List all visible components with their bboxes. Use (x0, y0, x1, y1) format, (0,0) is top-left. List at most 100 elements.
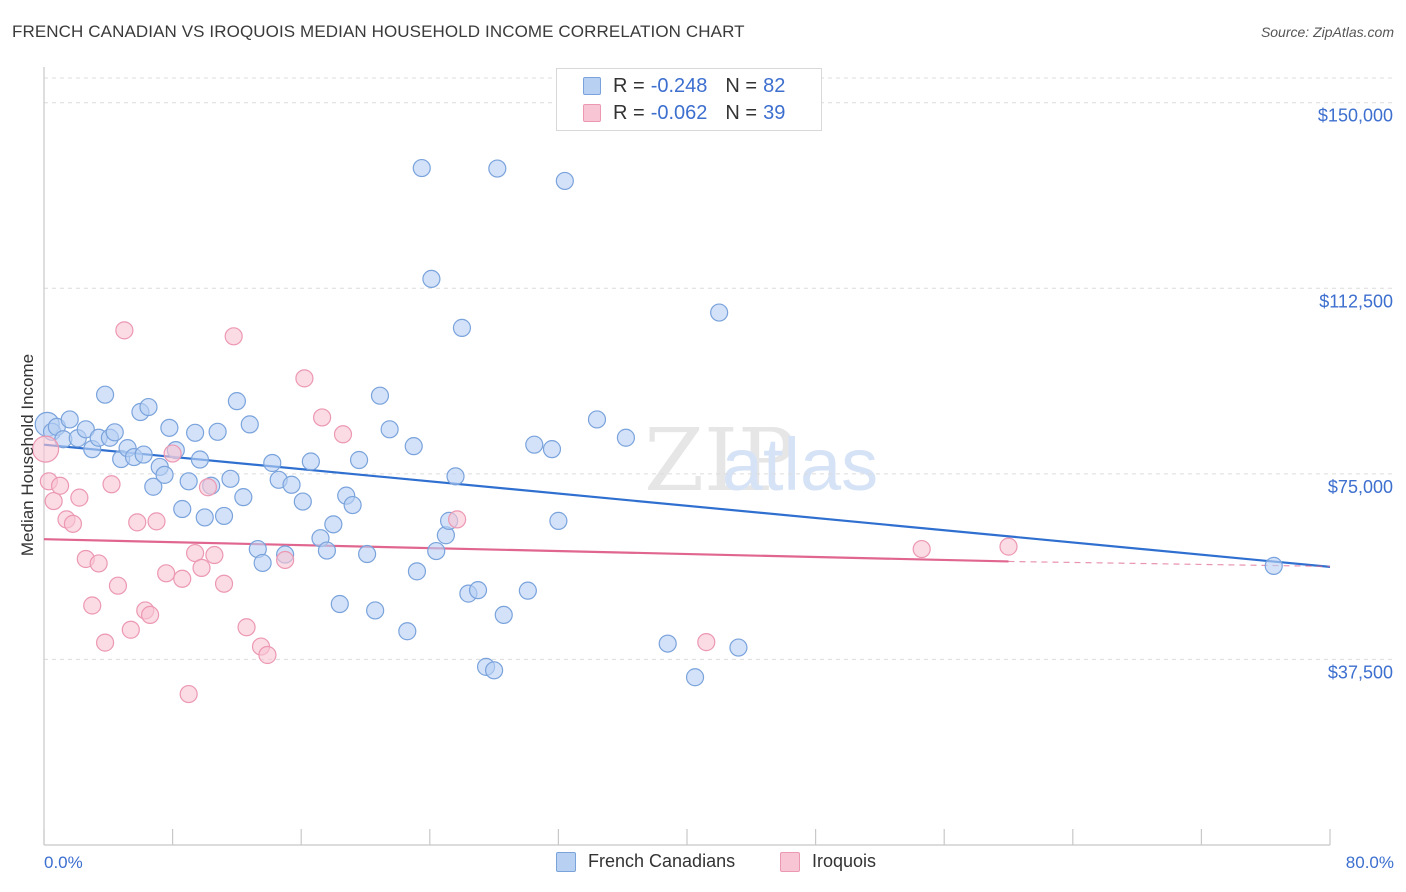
french-canadian-point (366, 601, 385, 620)
iroquois-point (102, 475, 121, 494)
french-canadian-point (227, 392, 246, 411)
french-canadian-point (60, 410, 79, 429)
iroquois-point (214, 574, 234, 593)
french-canadian-point (214, 506, 234, 526)
iroquois-point (173, 569, 192, 588)
source-label: Source: ZipAtlas.com (1260, 24, 1394, 40)
watermark: ZIP atlas (644, 411, 878, 511)
french-canadian-point (349, 450, 369, 470)
iroquois-point (44, 491, 63, 511)
french-canadian-point (549, 511, 568, 530)
french-canadian-point (76, 420, 95, 439)
correlation-legend: R = -0.248 N = 82 R = -0.062 N = 39 (556, 68, 822, 131)
french-canadian-point (208, 422, 227, 441)
french-canadian-point (179, 472, 198, 491)
iroquois-trendline (43, 538, 1009, 563)
french-canadian-point (324, 515, 343, 534)
french-canadian-point (195, 508, 214, 527)
french-canadian-point (452, 318, 472, 337)
french-canadian-point (155, 465, 174, 484)
n-label: N = (725, 101, 758, 124)
french-canadian-point (525, 435, 544, 454)
french-canadian-point (658, 634, 677, 653)
legend-row-french: R = -0.248 N = 82 (583, 73, 785, 99)
french-canadian-point (380, 420, 399, 439)
legend-label: French Canadians (588, 851, 736, 871)
iroquois-point (140, 605, 160, 625)
r-value: -0.062 (650, 101, 708, 124)
french-canadian-point (190, 450, 210, 469)
iroquois-point (83, 596, 102, 615)
iroquois-point (89, 554, 108, 573)
french-canadian-point (542, 440, 562, 459)
french-swatch (556, 851, 576, 872)
legend-iroquois: Iroquois (780, 851, 876, 872)
iroquois-point (237, 618, 256, 637)
iroquois-point (108, 576, 128, 595)
french-canadian-point (144, 477, 163, 496)
french-canadian-point (555, 171, 574, 191)
iroquois-point (448, 510, 467, 529)
french-canadian-point (398, 622, 417, 641)
french-canadian-point (422, 269, 441, 289)
french-canadian-point (488, 159, 507, 178)
iroquois-point (128, 513, 147, 532)
french-canadian-point (616, 428, 636, 447)
iroquois-point (115, 321, 134, 340)
iroquois-point (157, 564, 176, 583)
french-canadian-point (301, 452, 320, 471)
french-canadian-point (330, 594, 349, 614)
french-canadian-point (407, 562, 427, 581)
french-canadian-point (685, 668, 705, 687)
french-canadian-point (446, 467, 465, 486)
french-canadian-point (587, 410, 607, 429)
n-value: 82 (763, 74, 786, 97)
n-label: N = (725, 74, 758, 97)
iroquois-point (163, 444, 182, 463)
iroquois-point (912, 539, 931, 559)
watermark-atlas: atlas (722, 423, 878, 506)
french-canadian-point (253, 553, 272, 573)
iroquois-point (999, 537, 1018, 556)
french-canadian-point (317, 541, 337, 560)
iroquois-point (63, 514, 83, 533)
french-canadian-point (234, 488, 253, 507)
y-tick-label: $150,000 (1318, 106, 1393, 126)
french-swatch (583, 77, 601, 95)
french-canadian-point (293, 492, 312, 511)
r-label: R = (613, 101, 645, 124)
y-tick-label: $37,500 (1328, 662, 1393, 682)
french-canadian-point (134, 445, 153, 464)
french-canadian-point (105, 423, 124, 442)
y-tick-label: $75,000 (1328, 477, 1393, 497)
french-canadian-point (494, 605, 513, 625)
french-canadian-point (518, 581, 537, 600)
french-canadian-point (710, 303, 729, 322)
french-canadian-point (1264, 556, 1283, 576)
r-label: R = (613, 74, 645, 97)
french-canadian-point (485, 661, 504, 680)
french-canadian-point (282, 475, 301, 494)
french-canadian-point (468, 581, 488, 600)
legend-row-iroquois: R = -0.062 N = 39 (583, 100, 785, 126)
french-canadian-trendline (43, 443, 1331, 568)
french-canadian-point (263, 453, 282, 473)
series-legend: French Canadians Iroquois (0, 851, 1406, 877)
iroquois-point (50, 476, 70, 495)
iroquois-point (697, 633, 716, 652)
legend-french-canadians: French Canadians (556, 851, 735, 872)
iroquois-point (295, 369, 314, 388)
watermark-zip: ZIP (644, 411, 796, 511)
iroquois-point (179, 684, 198, 704)
iroquois-point (224, 327, 243, 346)
french-canadian-point (95, 385, 115, 404)
french-canadian-point (729, 638, 748, 657)
french-canadian-point (404, 437, 423, 456)
french-canadian-point (412, 158, 431, 178)
iroquois-point (147, 512, 166, 531)
french-canadian-point (139, 397, 158, 417)
iroquois-swatch (780, 851, 800, 872)
iroquois-point (312, 408, 332, 427)
french-canadian-point (186, 423, 205, 442)
